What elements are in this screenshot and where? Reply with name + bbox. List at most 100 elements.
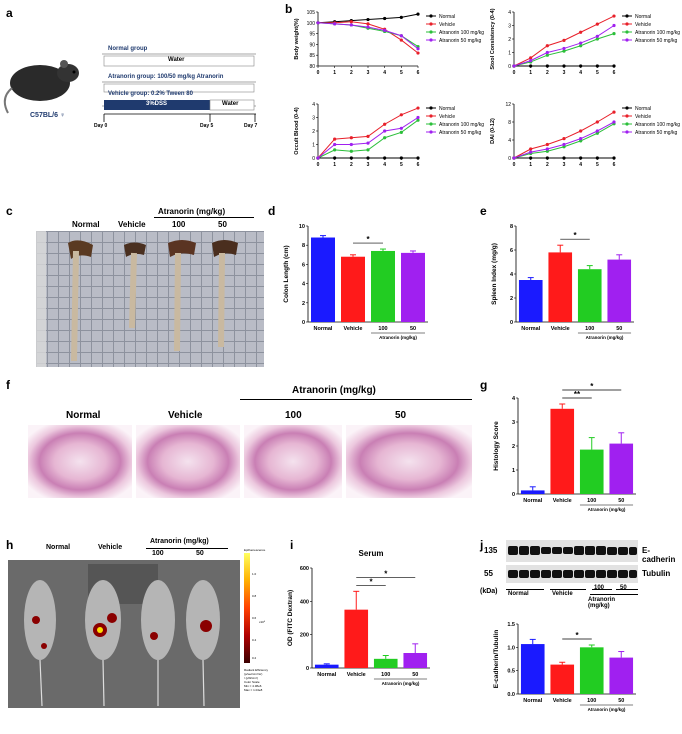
panel-f-label-100: 100 [285,410,302,421]
colon-photo [36,231,264,367]
e-ytick-label: 6 [510,248,513,254]
b4-point [612,156,616,160]
b2-point [562,38,566,42]
b3-xtick-label: 6 [417,162,420,168]
b2-point [612,14,616,18]
b2-xtick-label: 1 [529,70,532,76]
lane-100: 100 [594,585,605,591]
b1-point [366,17,370,22]
b4-point [595,131,599,135]
b3-point [399,156,403,160]
scale-footer-3: / (µW/cm²) [244,676,259,680]
scale-footer-4: Color Scale [244,680,260,684]
normal-group-label: Normal group [108,46,148,52]
b1-legend-marker [429,14,433,18]
b1-point [416,51,420,55]
i-ytick-label: 0 [306,666,309,672]
b2-point [529,64,533,68]
b2-legend-marker [625,14,629,18]
b2-point [595,22,599,26]
i-ylabel: OD (FITC Dextran) [287,590,294,646]
b1-legend-text: Atranorin 100 mg/kg [439,30,484,36]
d-xtick-label: Vehicle [344,326,363,332]
b2-ytick-label: 3 [508,24,511,30]
b1-point [333,22,337,26]
scale-footer-5: Min = 4.38e6 [244,684,262,688]
i-xtick-label: 100 [381,672,390,678]
i-sig-mark: * [384,569,388,578]
e-xtick-label: 100 [585,326,594,332]
b3-ytick-label: 2 [312,129,315,135]
j-ytick-label: 1.5 [507,622,515,628]
e-ylabel: Spleen Index (mg/g) [491,243,498,305]
b3-point [349,136,353,140]
e-xtick-label: 50 [616,326,622,332]
b4-point [579,156,583,160]
b2-point [562,64,566,68]
b1-xtick-label: 6 [417,70,420,76]
b1-ytick-label: 90 [309,42,315,48]
e-ytick-label: 4 [510,272,514,278]
b1-point [349,23,353,27]
b2-legend-marker [625,22,629,26]
b1-legend-text: Atranorin 50 mg/kg [439,38,481,44]
fluorescence-image [8,560,240,708]
b4-legend-marker [625,122,629,126]
b2-point [545,44,549,48]
study-design-diagram [3,53,256,122]
tubulin-blot [506,565,638,583]
b1-ytick-label: 105 [307,10,316,16]
b4-ytick-label: 8 [508,120,511,126]
b4-xtick-label: 5 [596,162,599,168]
b4-xtick-label: 1 [529,162,532,168]
g-xtick-label: 100 [587,498,596,504]
e-bar-50 [607,259,632,322]
b2-xtick-label: 6 [613,70,616,76]
i-xtick-label: 50 [412,672,418,678]
g-ytick-label: 1 [512,468,515,474]
b1-legend-marker [429,38,433,42]
b4-point [579,129,583,133]
b3-point [333,148,337,152]
g-bar-vehicle [550,408,575,494]
b4-legend-marker [625,130,629,134]
panel-h-label-normal: Normal [46,544,71,551]
scale-title: Epifluorescence [244,548,266,552]
panel-f-header: Atranorin (mg/kg) [240,385,472,405]
g-ytick-label: 3 [512,420,515,426]
b3-point [383,129,387,133]
panel-label-h: h [6,538,14,552]
b2-xtick-label: 0 [513,70,516,76]
normal-group-water: Water [168,57,185,63]
panel-a-schedule: Normal group Water Atranorin group: 100/… [0,18,280,178]
mw-135: 135 [484,546,498,555]
b3-legend-marker [429,130,433,134]
g-group-label: Atranorin (mg/kg) [588,507,626,512]
colon-100 [168,240,196,352]
color-scale-bar [244,553,250,663]
b4-ylabel: DAI (0-12) [490,118,496,144]
b4-point [545,147,549,151]
b3-point [366,156,370,160]
atranorin-group-label: Atranorin group: 100/50 mg/kg Atranorin [108,74,224,80]
histology-100 [244,425,342,498]
d-ytick-label: 2 [302,301,305,307]
b4-legend-text: Atranorin 50 mg/kg [635,130,677,136]
b4-xtick-label: 2 [546,162,549,168]
b2-xtick-label: 2 [546,70,549,76]
j-ytick-label: 0.0 [507,692,515,698]
j-ytick-label: 0.5 [507,669,515,675]
b3-xtick-label: 5 [400,162,403,168]
b1-point [349,20,353,24]
i-title: Serum [359,549,384,558]
b2-xtick-label: 4 [579,70,582,76]
g-ytick-label: 4 [512,396,516,402]
g-xtick-label: Vehicle [553,498,572,504]
j-bar-100 [579,647,604,694]
i-ytick-label: 600 [300,566,309,572]
b3-xtick-label: 4 [383,162,386,168]
b3-legend-text: Vehicle [439,114,455,120]
b3-point [316,156,320,160]
j-bar-normal [520,644,545,694]
lane-atranorin-label: Atranorin (mg/kg) [588,597,615,609]
